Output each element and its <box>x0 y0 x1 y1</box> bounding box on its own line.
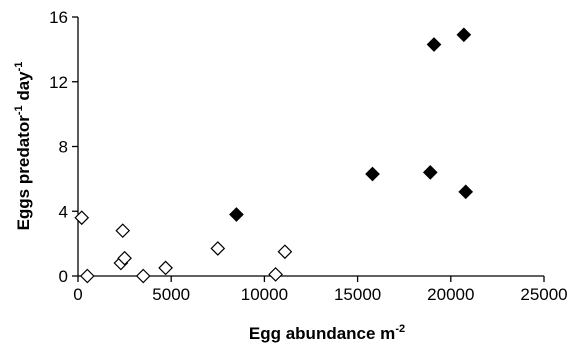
x-ticks: 0 5000 10000 15000 20000 25000 <box>73 276 568 304</box>
x-tick-label: 0 <box>73 285 82 304</box>
y-tick-label: 16 <box>49 8 68 27</box>
y-tick-label: 12 <box>49 73 68 92</box>
data-point-open <box>117 250 132 266</box>
data-point-filled <box>458 184 474 200</box>
y-axis-title: Eggs predator-1 day-1 <box>13 62 33 231</box>
data-point-open <box>135 268 151 284</box>
data-point-open <box>210 241 226 256</box>
data-point-open <box>115 223 131 239</box>
y-ticks: 0 4 8 12 16 <box>49 8 78 286</box>
x-tick-label: 5000 <box>152 285 190 304</box>
data-point-filled <box>365 166 380 182</box>
x-tick-label: 10000 <box>241 285 288 304</box>
data-point-open <box>268 267 283 282</box>
x-tick-label: 20000 <box>427 285 474 304</box>
data-point-open <box>79 268 95 284</box>
data-points <box>74 27 474 284</box>
data-point-filled <box>456 27 472 43</box>
x-tick-label: 25000 <box>520 285 567 304</box>
data-point-open <box>158 260 173 276</box>
y-tick-label: 4 <box>59 202 68 221</box>
axes <box>77 17 544 277</box>
data-point-filled <box>422 165 438 180</box>
x-axis-title: Egg abundance m-2 <box>249 323 405 343</box>
data-point-open <box>74 210 90 226</box>
y-tick-label: 0 <box>59 267 68 286</box>
data-point-open <box>277 244 293 260</box>
x-tick-label: 15000 <box>334 285 381 304</box>
data-point-filled <box>426 37 442 52</box>
data-point-filled <box>229 207 244 222</box>
y-tick-label: 8 <box>59 138 68 157</box>
